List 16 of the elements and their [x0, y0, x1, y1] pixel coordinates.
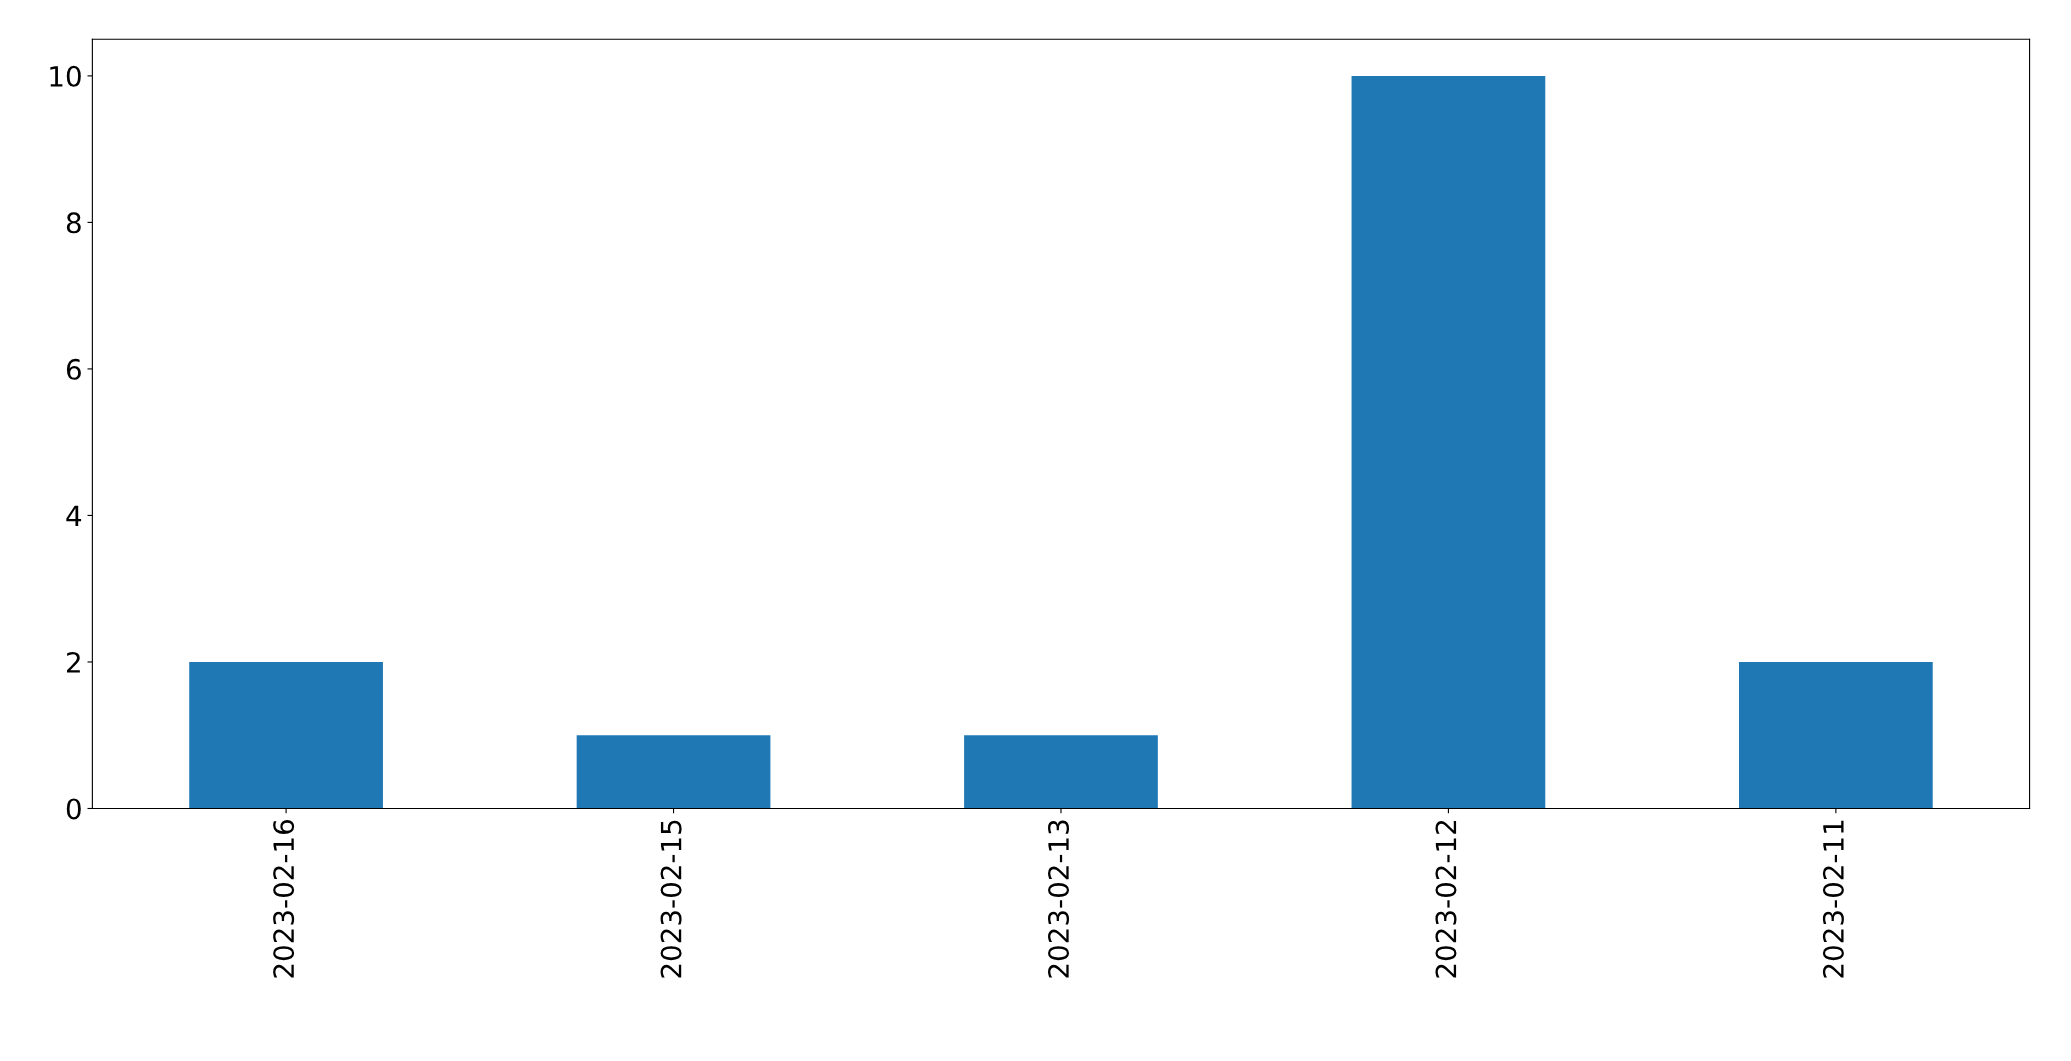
x-tick-label: 2023-02-12 — [1435, 820, 1457, 978]
bar — [964, 735, 1158, 809]
x-tick-label: 2023-02-15 — [660, 820, 682, 978]
bar — [1351, 75, 1546, 809]
y-tick-label: 4 — [66, 505, 82, 526]
y-tick-label: 10 — [50, 65, 81, 87]
x-tick-label: 2023-02-11 — [1822, 820, 1844, 978]
y-tick-label: 6 — [66, 358, 81, 380]
bar — [576, 735, 771, 809]
x-tick-label: 2023-02-13 — [1048, 820, 1070, 978]
y-tick-label: 2 — [67, 651, 80, 673]
bar — [1739, 661, 1933, 809]
y-tick-label: 0 — [66, 798, 81, 820]
x-tick-label: 2023-02-16 — [273, 819, 295, 978]
y-tick-label: 8 — [66, 212, 81, 234]
bar — [189, 661, 383, 809]
